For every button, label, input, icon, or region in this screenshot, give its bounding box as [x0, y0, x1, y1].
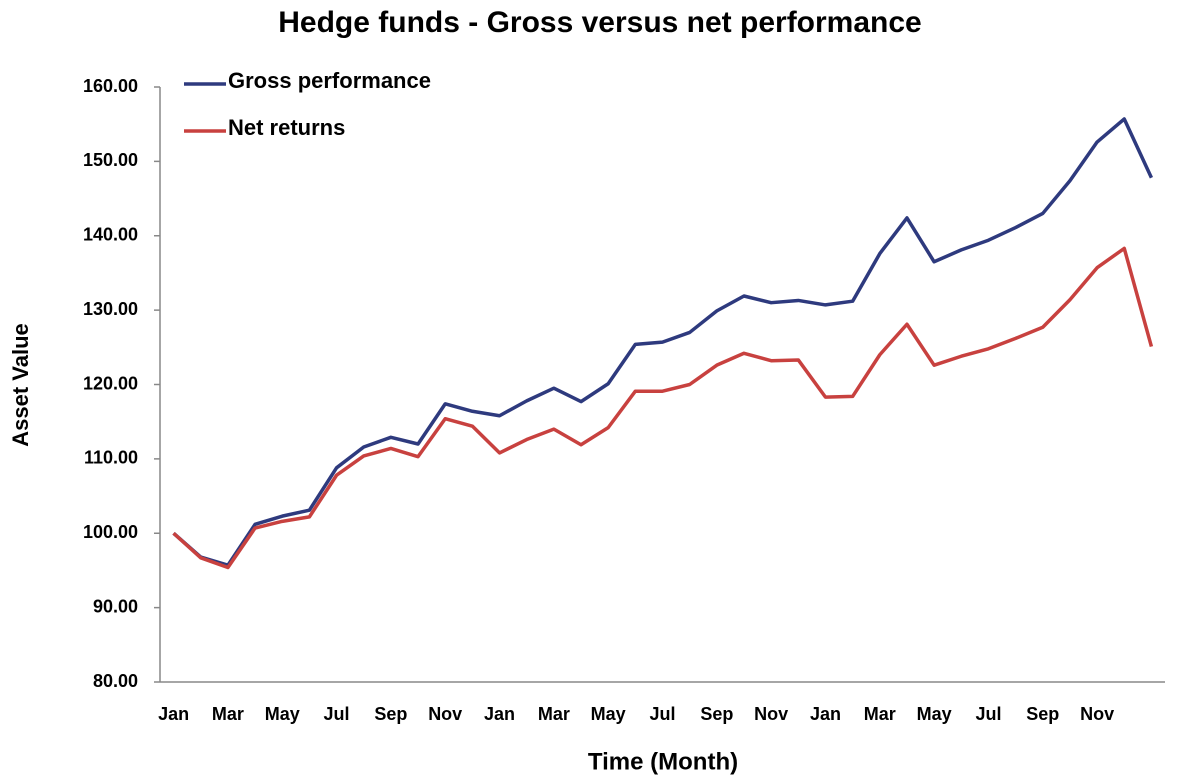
- y-tick-label: 130.00: [83, 299, 138, 319]
- y-tick-label: 90.00: [93, 596, 138, 616]
- y-tick-label: 80.00: [93, 671, 138, 691]
- legend-label: Net returns: [228, 115, 345, 140]
- x-tick-label: May: [591, 704, 626, 724]
- series-line: [172, 117, 1154, 567]
- y-tick-label: 100.00: [83, 522, 138, 542]
- y-tick-label: 160.00: [83, 76, 138, 96]
- y-tick-label: 140.00: [83, 225, 138, 245]
- x-tick-label: May: [265, 704, 300, 724]
- x-tick-label: Jan: [158, 704, 189, 724]
- x-tick-label: Jul: [649, 704, 675, 724]
- x-tick-label: Jul: [975, 704, 1001, 724]
- x-tick-label: Jul: [324, 704, 350, 724]
- x-tick-label: Mar: [538, 704, 570, 724]
- x-tick-label: Nov: [1080, 704, 1114, 724]
- y-axis-label: Asset Value: [8, 323, 33, 447]
- y-tick-label: 120.00: [83, 373, 138, 393]
- x-axis-label: Time (Month): [588, 748, 738, 775]
- x-tick-label: Mar: [212, 704, 244, 724]
- legend-label: Gross performance: [228, 68, 431, 93]
- x-tick-label: Jan: [810, 704, 841, 724]
- x-tick-label: Sep: [700, 704, 733, 724]
- x-tick-label: May: [917, 704, 952, 724]
- x-tick-label: Mar: [864, 704, 896, 724]
- chart-title: Hedge funds - Gross versus net performan…: [278, 6, 922, 39]
- series-line: [172, 246, 1154, 570]
- x-tick-label: Sep: [1026, 704, 1059, 724]
- x-tick-label: Jan: [484, 704, 515, 724]
- y-tick-label: 150.00: [83, 150, 138, 170]
- y-tick-label: 110.00: [84, 448, 138, 468]
- x-tick-label: Nov: [754, 704, 788, 724]
- x-tick-label: Nov: [428, 704, 462, 724]
- x-tick-label: Sep: [374, 704, 407, 724]
